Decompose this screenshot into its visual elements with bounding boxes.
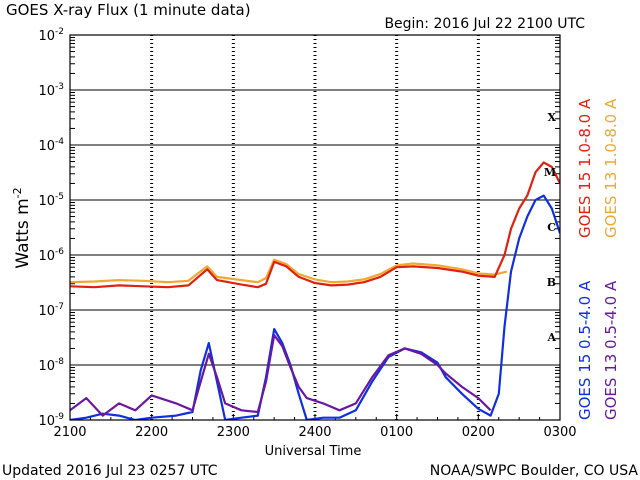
y-tick-base: 10 [38, 304, 55, 319]
flare-class-label: X [547, 111, 556, 124]
y-tick-base: 10 [38, 139, 55, 154]
y-tick-label: 10-8 [38, 357, 64, 374]
y-tick-exp: -3 [55, 82, 64, 92]
y-tick-label: 10-9 [38, 412, 64, 429]
flare-class-label: M [544, 166, 556, 179]
flare-class-label: B [547, 276, 556, 289]
flare-class-label: A [546, 331, 556, 344]
y-tick-base: 10 [38, 84, 55, 99]
x-tick-label: 2400 [298, 425, 331, 440]
y-axis-label-base: Watts m [13, 198, 33, 268]
y-tick-label: 10-5 [38, 192, 64, 209]
begin-label: Begin: 2016 Jul 22 2100 UTC [384, 16, 585, 32]
y-tick-base: 10 [38, 29, 55, 44]
series-line [70, 194, 560, 420]
y-axis-label: Watts m-2 [11, 187, 33, 268]
y-tick-exp: -8 [55, 357, 64, 367]
y-axis-ticks: 10-910-810-710-610-510-410-310-2 [38, 27, 560, 429]
y-tick-base: 10 [38, 194, 55, 209]
y-tick-exp: -2 [55, 27, 64, 37]
legend-entry: GOES 13 1.0-8.0 A [602, 98, 620, 238]
x-tick-label: 2100 [53, 425, 86, 440]
x-tick-label: 0300 [543, 425, 576, 440]
series-line [70, 258, 508, 284]
y-tick-exp: -5 [55, 192, 64, 202]
y-tick-label: 10-6 [38, 247, 64, 264]
legend-entry: GOES 15 0.5-4.0 A [576, 280, 594, 420]
x-axis-label: Universal Time [265, 444, 362, 459]
flare-class-labels: A B C M X [544, 111, 557, 344]
y-tick-label: 10-4 [38, 137, 64, 154]
y-tick-label: 10-2 [38, 27, 64, 44]
credit-label: NOAA/SWPC Boulder, CO USA [430, 463, 639, 479]
y-tick-base: 10 [38, 414, 55, 429]
chart-title: GOES X-ray Flux (1 minute data) [6, 1, 251, 19]
y-tick-exp: -9 [55, 412, 64, 422]
y-tick-exp: -6 [55, 247, 64, 257]
y-tick-label: 10-7 [38, 302, 64, 319]
y-tick-label: 10-3 [38, 82, 64, 99]
flare-class-label: C [547, 221, 556, 234]
y-tick-exp: -7 [55, 302, 64, 312]
legend: GOES 15 1.0-8.0 A GOES 13 1.0-8.0 A GOES 1… [576, 98, 620, 420]
y-tick-base: 10 [38, 359, 55, 374]
y-axis-label-sup: -2 [11, 187, 24, 198]
x-tick-label: 0200 [462, 425, 495, 440]
plot-frame [69, 34, 561, 421]
series-line [70, 334, 492, 417]
series-lines [70, 161, 560, 420]
x-tick-label: 0100 [380, 425, 413, 440]
x-tick-label: 2300 [217, 425, 250, 440]
legend-entry: GOES 13 0.5-4.0 A [602, 280, 620, 420]
updated-label: Updated 2016 Jul 23 0257 UTC [2, 463, 218, 479]
x-tick-label: 2200 [135, 425, 168, 440]
y-tick-base: 10 [38, 249, 55, 264]
legend-entry: GOES 15 1.0-8.0 A [576, 98, 594, 238]
series-line [70, 161, 560, 289]
y-tick-exp: -4 [55, 137, 64, 147]
